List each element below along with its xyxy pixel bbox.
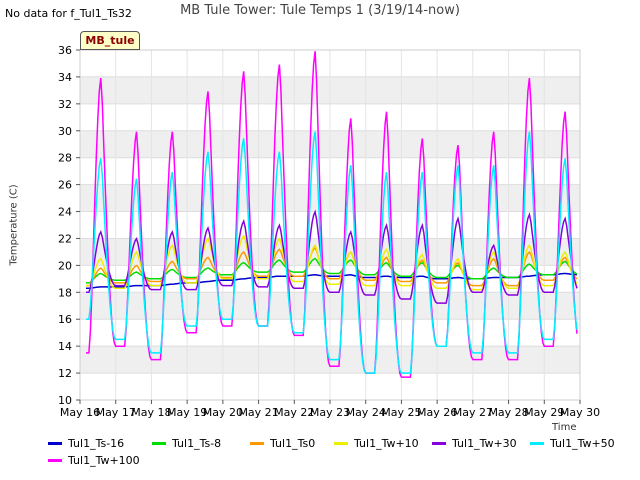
x-tick-label: May 28 [488, 406, 528, 419]
x-tick-label: May 25 [381, 406, 421, 419]
series-line-Tul1_Ts-16 [86, 272, 578, 290]
y-tick-label: 16 [58, 313, 72, 326]
x-tick-label: May 19 [167, 406, 207, 419]
y-tick-label: 18 [58, 286, 72, 299]
series-line-Tul1_Ts-8 [86, 257, 578, 284]
legend-label: Tul1_Tw+50 [550, 437, 615, 450]
legend-label: Tul1_Tw+100 [68, 454, 140, 467]
y-axis-label: Temperature (C) [8, 184, 20, 266]
y-tick-label: 22 [58, 232, 72, 245]
legend-swatch [48, 459, 62, 462]
y-tick-label: 28 [58, 152, 72, 165]
y-tick-label: 24 [58, 206, 72, 219]
legend-label: Tul1_Ts-8 [172, 437, 222, 450]
legend-swatch [250, 442, 264, 445]
no-data-note: No data for f_Tul1_Ts32 [5, 7, 132, 20]
series-line-Tul1_Tw+100 [86, 51, 578, 378]
series-lines [86, 51, 578, 378]
x-tick-label: May 18 [131, 406, 171, 419]
y-tick-label: 30 [58, 125, 72, 138]
legend-swatch [334, 442, 348, 445]
y-tick-label: 14 [58, 340, 72, 353]
legend-item-tw100[interactable]: Tul1_Tw+100 [48, 454, 140, 467]
x-tick-label: May 30 [560, 406, 600, 419]
series-line-Tul1_Tw+30 [86, 209, 578, 304]
legend-swatch [152, 442, 166, 445]
x-tick-label: May 29 [524, 406, 564, 419]
series-line-Tul1_Tw+10 [86, 234, 578, 291]
legend-item-ts-16[interactable]: Tul1_Ts-16 [48, 437, 124, 450]
legend-label: Tul1_Ts-16 [68, 437, 125, 450]
y-tick-label: 32 [58, 98, 72, 111]
y-axis-ticks: 10 12 14 16 18 20 22 24 26 28 30 32 34 36 [58, 44, 80, 407]
series-line-Tul1_Tw+50 [86, 131, 578, 374]
series-line-Tul1_Ts0 [86, 246, 578, 287]
legend-item-ts0[interactable]: Tul1_Ts0 [250, 437, 315, 450]
x-tick-label: May 17 [96, 406, 136, 419]
x-tick-label: May 20 [203, 406, 243, 419]
x-tick-label: May 21 [238, 406, 278, 419]
y-tick-label: 10 [58, 394, 72, 407]
legend-label: Tul1_Tw+10 [354, 437, 419, 450]
legend-swatch [48, 442, 62, 445]
legend-item-ts-8[interactable]: Tul1_Ts-8 [152, 437, 221, 450]
x-tick-label: May 16 [60, 406, 100, 419]
y-tick-label: 36 [58, 44, 72, 57]
legend-item-tw10[interactable]: Tul1_Tw+10 [334, 437, 419, 450]
x-tick-label: May 24 [346, 406, 386, 419]
x-tick-label: May 26 [417, 406, 457, 419]
legend-label: Tul1_Ts0 [270, 437, 316, 450]
chart-title: MB Tule Tower: Tule Temps 1 (3/19/14-now… [180, 3, 460, 18]
y-tick-label: 20 [58, 259, 72, 272]
x-tick-label: May 23 [310, 406, 350, 419]
x-tick-label: May 27 [453, 406, 493, 419]
x-axis-label: Time [552, 422, 577, 430]
x-tick-label: May 22 [274, 406, 314, 419]
legend-item-tw50[interactable]: Tul1_Tw+50 [530, 437, 615, 450]
y-tick-label: 34 [58, 71, 72, 84]
y-tick-label: 26 [58, 179, 72, 192]
legend-swatch [530, 442, 544, 445]
site-badge: MB_tule [80, 31, 140, 50]
legend-item-tw30[interactable]: Tul1_Tw+30 [432, 437, 517, 450]
legend-label: Tul1_Tw+30 [452, 437, 517, 450]
legend-swatch [432, 442, 446, 445]
y-tick-label: 12 [58, 367, 72, 380]
